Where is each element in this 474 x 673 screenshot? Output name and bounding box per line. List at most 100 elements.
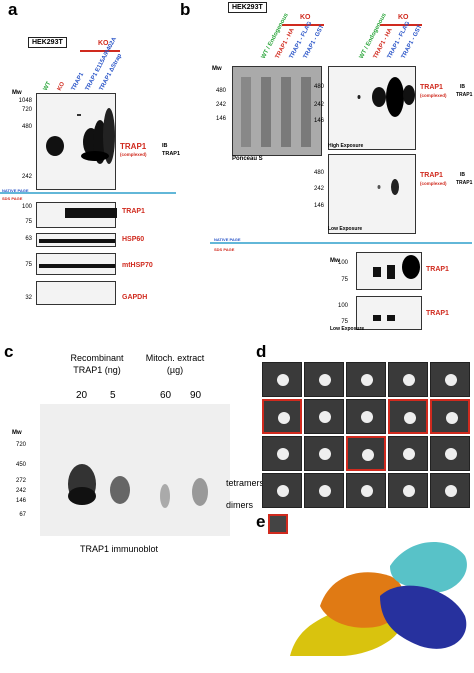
class-averages-grid bbox=[262, 362, 470, 508]
mw-header-c: Mw bbox=[12, 430, 22, 436]
class-average-cell bbox=[262, 473, 302, 508]
native-blot-a bbox=[36, 93, 116, 190]
low-exposure2-label: Low Exposure bbox=[330, 326, 365, 332]
ko-bracket-b1 bbox=[282, 24, 324, 26]
cell-line-box: HEK293T bbox=[28, 37, 67, 48]
class-average-cell bbox=[388, 399, 428, 434]
particle bbox=[319, 485, 331, 497]
band-hsp60: HSP60 bbox=[122, 236, 145, 243]
mw-63: 63 bbox=[25, 236, 32, 242]
class-average-cell bbox=[388, 362, 428, 397]
class-average-cell bbox=[346, 362, 386, 397]
complexed-b-hi: (complexed) bbox=[420, 93, 447, 98]
mw-75: 75 bbox=[25, 219, 32, 225]
sds-blot-mthsp70 bbox=[36, 253, 116, 275]
pmw-242: 242 bbox=[215, 102, 226, 108]
particle bbox=[319, 448, 331, 460]
s1mw-100: 100 bbox=[337, 260, 348, 266]
class-average-cell bbox=[304, 473, 344, 508]
s2mw-100: 100 bbox=[337, 303, 348, 309]
c-caption: TRAP1 immunoblot bbox=[80, 544, 159, 554]
ib-target-b-hi: TRAP1 bbox=[456, 92, 473, 98]
class-average-cell bbox=[304, 436, 344, 471]
class-average-cell bbox=[430, 399, 470, 434]
trap1-b-hi: TRAP1 bbox=[420, 84, 443, 91]
lmw-146: 146 bbox=[313, 203, 324, 209]
lmw-242: 242 bbox=[313, 186, 324, 192]
class-average-cell bbox=[388, 473, 428, 508]
mw-1048: 1048 bbox=[18, 98, 32, 104]
trap1-text: TRAP1 bbox=[420, 84, 443, 91]
band-gapdh: GAPDH bbox=[122, 294, 148, 301]
sds-blot-hsp60 bbox=[36, 233, 116, 247]
trap1-b-lo: TRAP1 bbox=[420, 172, 443, 179]
amount-90: 90 bbox=[190, 390, 202, 401]
class-average-cell bbox=[304, 362, 344, 397]
cmw-67: 67 bbox=[19, 512, 26, 518]
particle bbox=[403, 374, 415, 386]
band-mthsp70: mtHSP70 bbox=[122, 262, 153, 269]
particle bbox=[403, 448, 415, 460]
ko-label-b1: KO bbox=[300, 14, 311, 21]
ko-label: KO bbox=[98, 40, 109, 47]
class-average-cell bbox=[262, 399, 302, 434]
lane-label: KO bbox=[56, 81, 67, 92]
native-blot-bands bbox=[46, 108, 115, 164]
native-page-label-b: NATIVE PAGE bbox=[214, 237, 241, 242]
lmw-480: 480 bbox=[313, 170, 324, 176]
ribbon-structure bbox=[280, 526, 474, 666]
high-exposure-blot bbox=[328, 66, 416, 150]
particle bbox=[361, 485, 373, 497]
hmw-480: 480 bbox=[313, 84, 324, 90]
mw-header-b: Mw bbox=[212, 66, 222, 72]
c-blot bbox=[40, 404, 230, 536]
ponceau-label: Ponceau S bbox=[232, 156, 263, 162]
mw-header-a: Mw bbox=[12, 90, 22, 96]
mw-480: 480 bbox=[21, 124, 32, 130]
amount-60: 60 bbox=[160, 390, 172, 401]
pmw-146: 146 bbox=[215, 116, 226, 122]
col1-title: Recombinant TRAP1 (ng) bbox=[70, 353, 124, 375]
class-average-cell bbox=[262, 362, 302, 397]
mw-242: 242 bbox=[21, 174, 32, 180]
panel-label-e: e bbox=[256, 512, 266, 531]
class-average-cell bbox=[346, 473, 386, 508]
trap1-text: TRAP1 bbox=[120, 142, 147, 151]
lane-labels-b-left: WT / Endogenous TRAP1 - HA TRAP1 - FLAG … bbox=[258, 12, 338, 62]
ib-b-lo: IB bbox=[460, 172, 465, 178]
native-page-label-a: NATIVE PAGE bbox=[2, 188, 29, 193]
particle bbox=[445, 448, 457, 460]
panel-label-b: b bbox=[180, 0, 191, 19]
ponceau-blot bbox=[232, 66, 322, 156]
high-exposure-label: High Exposure bbox=[328, 143, 364, 149]
mw-75b: 75 bbox=[25, 262, 32, 268]
native-sds-divider-a bbox=[0, 192, 176, 194]
sds-blot-b2 bbox=[356, 296, 422, 330]
ib-target-b-lo: TRAP1 bbox=[456, 180, 473, 186]
hmw-146: 146 bbox=[313, 118, 324, 124]
sds-page-label-b: SDS PAGE bbox=[214, 247, 235, 252]
trap1-sds-b2: TRAP1 bbox=[426, 310, 449, 317]
trap1-native-label: TRAP1 bbox=[120, 142, 146, 151]
particle bbox=[277, 485, 289, 497]
sds-blot-trap1 bbox=[36, 202, 117, 228]
particle bbox=[361, 411, 373, 423]
class-average-cell bbox=[346, 436, 386, 471]
class-average-cell bbox=[346, 399, 386, 434]
cmw-450: 450 bbox=[15, 462, 26, 468]
class-average-cell bbox=[430, 436, 470, 471]
complexed-label: (complexed) bbox=[120, 152, 147, 157]
mw-100: 100 bbox=[21, 204, 32, 210]
trap1-text: TRAP1 bbox=[420, 172, 443, 179]
cmw-146: 146 bbox=[15, 498, 26, 504]
ib-label: IB bbox=[162, 143, 168, 149]
inset-thumbnail bbox=[268, 514, 288, 534]
col2-title: Mitoch. extract (µg) bbox=[145, 353, 205, 375]
lane-label: WT bbox=[42, 80, 53, 92]
class-average-cell bbox=[430, 473, 470, 508]
particle bbox=[277, 448, 289, 460]
class-average-cell bbox=[304, 399, 344, 434]
mw-720: 720 bbox=[21, 107, 32, 113]
ib-target: TRAP1 bbox=[162, 151, 181, 157]
ko-bracket-b2 bbox=[380, 24, 422, 26]
